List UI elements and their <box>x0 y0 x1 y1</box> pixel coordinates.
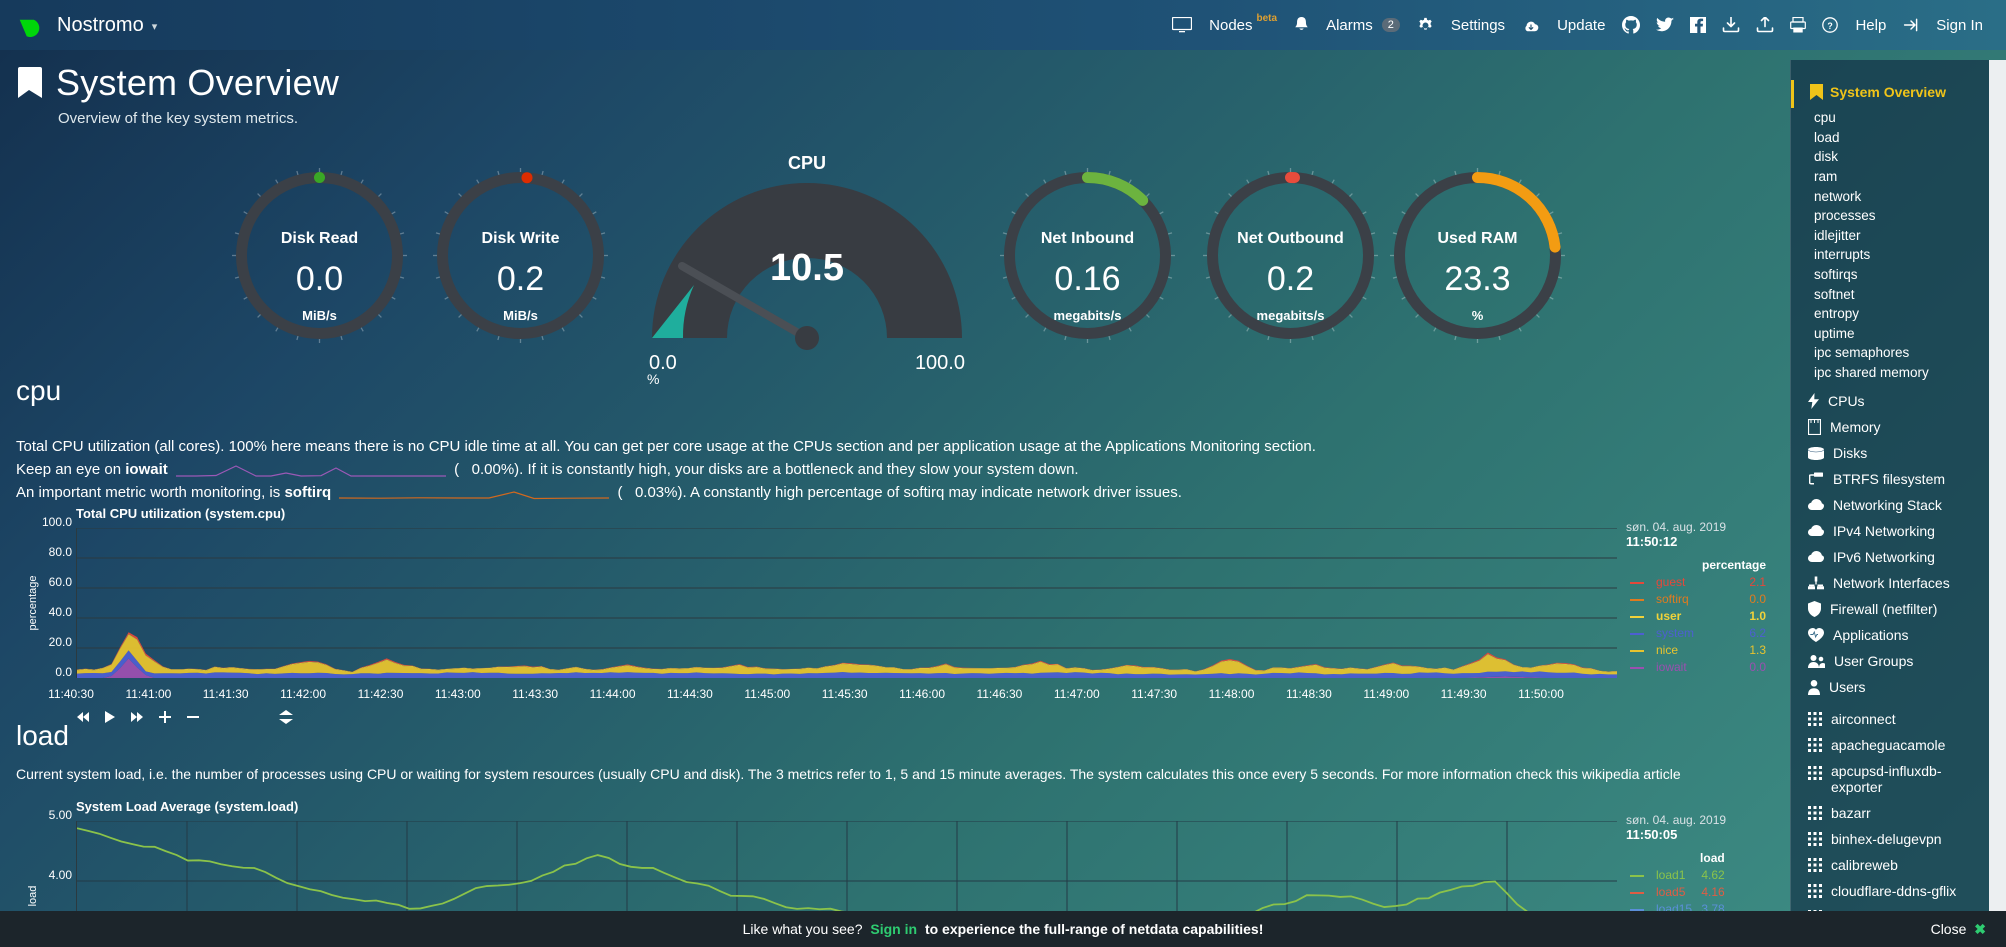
svg-text:?: ? <box>1828 21 1833 31</box>
